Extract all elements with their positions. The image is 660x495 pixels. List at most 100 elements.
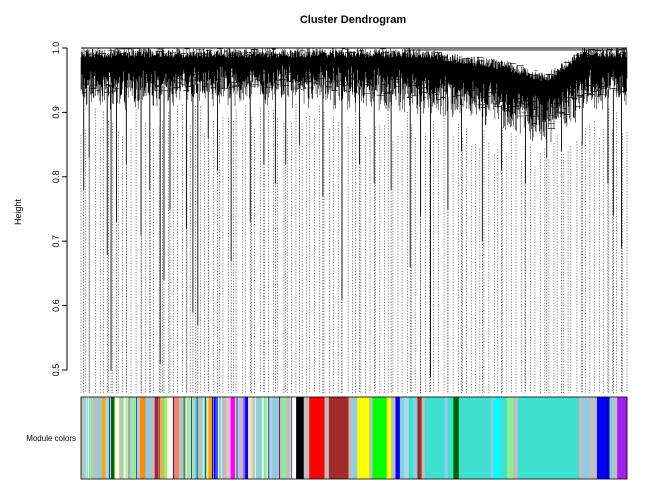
module-color-segment-15 bbox=[150, 397, 155, 479]
module-color-segment-81 bbox=[609, 397, 614, 479]
module-color-segment-11 bbox=[130, 397, 136, 479]
module-color-segment-71 bbox=[493, 397, 501, 479]
module-color-segment-50 bbox=[328, 397, 349, 479]
module-color-segment-63 bbox=[417, 397, 422, 479]
module-color-stripe-3 bbox=[262, 397, 263, 479]
module-color-segment-4 bbox=[97, 397, 102, 479]
module-color-segment-52 bbox=[352, 397, 358, 479]
module-color-segment-22 bbox=[183, 397, 190, 479]
module-color-stripe-34 bbox=[179, 397, 180, 479]
module-color-stripe-24 bbox=[196, 397, 198, 479]
module-color-segment-56 bbox=[386, 397, 392, 479]
module-color-segment-53 bbox=[357, 397, 370, 479]
y-axis: 0.5 0.6 0.7 0.8 0.9 1.0 bbox=[51, 42, 68, 377]
module-color-segment-72 bbox=[500, 397, 508, 479]
module-color-stripe-46 bbox=[193, 397, 194, 479]
module-color-segment-83 bbox=[617, 397, 628, 479]
module-color-stripe-49 bbox=[244, 397, 246, 479]
module-color-segment-18 bbox=[163, 397, 168, 479]
module-color-stripe-7 bbox=[288, 397, 289, 479]
module-color-stripe-22 bbox=[240, 397, 242, 479]
module-color-segment-21 bbox=[179, 397, 184, 479]
module-color-stripe-37 bbox=[294, 397, 296, 479]
module-color-segment-79 bbox=[596, 397, 606, 479]
module-color-stripe-32 bbox=[189, 397, 191, 479]
module-color-segment-45 bbox=[290, 397, 297, 479]
module-color-stripe-5 bbox=[130, 397, 131, 479]
module-color-bar bbox=[80, 396, 628, 480]
module-color-stripe-17 bbox=[202, 397, 204, 479]
module-color-segment-62 bbox=[412, 397, 418, 479]
module-color-stripe-48 bbox=[114, 397, 115, 479]
module-color-segment-36 bbox=[248, 397, 253, 479]
y-axis-label: Height bbox=[13, 198, 23, 225]
module-color-stripe-47 bbox=[279, 397, 280, 479]
module-color-segment-28 bbox=[212, 397, 218, 479]
module-color-stripe-31 bbox=[204, 397, 206, 479]
module-color-segment-65 bbox=[424, 397, 445, 479]
module-color-stripe-10 bbox=[86, 397, 88, 479]
module-color-segment-1 bbox=[85, 397, 90, 479]
module-color-stripe-59 bbox=[136, 397, 138, 479]
module-color-segment-75 bbox=[517, 397, 580, 479]
module-color-segment-35 bbox=[243, 397, 249, 479]
dendrogram-dotted-leaves bbox=[80, 103, 628, 393]
module-color-stripe-40 bbox=[84, 397, 85, 479]
module-color-segment-24 bbox=[194, 397, 199, 479]
module-color-stripe-15 bbox=[122, 397, 124, 479]
module-color-segment-47 bbox=[303, 397, 310, 479]
module-color-stripe-36 bbox=[120, 397, 122, 479]
module-color-stripe-27 bbox=[223, 397, 225, 479]
module-color-stripe-41 bbox=[291, 397, 293, 479]
module-color-segment-82 bbox=[613, 397, 618, 479]
module-color-stripe-26 bbox=[126, 397, 128, 479]
module-color-segment-13 bbox=[139, 397, 146, 479]
dendrogram-leaf-branches bbox=[80, 48, 628, 143]
module-color-segment-27 bbox=[207, 397, 213, 479]
module-color-stripe-52 bbox=[138, 397, 140, 479]
module-color-stripe-19 bbox=[96, 397, 98, 479]
module-color-segment-51 bbox=[348, 397, 354, 479]
module-color-segment-68 bbox=[453, 397, 460, 479]
module-color-segment-73 bbox=[506, 397, 514, 479]
module-color-segment-20 bbox=[172, 397, 180, 479]
module-color-segment-7 bbox=[111, 397, 116, 479]
module-color-bar-frame bbox=[80, 396, 628, 480]
module-color-segment-25 bbox=[198, 397, 203, 479]
module-color-segment-29 bbox=[217, 397, 223, 479]
module-color-segment-54 bbox=[369, 397, 373, 479]
module-color-segment-16 bbox=[154, 397, 161, 479]
module-color-segment-69 bbox=[458, 397, 491, 479]
module-color-segment-78 bbox=[588, 397, 598, 479]
y-tick-label-1: 0.6 bbox=[51, 299, 61, 312]
y-tick-label-0: 0.5 bbox=[51, 364, 61, 377]
module-color-segment-48 bbox=[309, 397, 325, 479]
module-color-stripe-55 bbox=[207, 397, 209, 479]
module-color-stripe-11 bbox=[107, 397, 109, 479]
module-color-stripe-38 bbox=[160, 397, 161, 479]
module-color-segment-8 bbox=[114, 397, 120, 479]
module-color-segment-46 bbox=[296, 397, 304, 479]
module-color-stripe-53 bbox=[221, 397, 222, 479]
module-color-segment-64 bbox=[421, 397, 426, 479]
module-color-segment-74 bbox=[513, 397, 518, 479]
module-color-stripe-8 bbox=[236, 397, 238, 479]
module-color-stripe-56 bbox=[204, 397, 206, 479]
module-color-segment-70 bbox=[490, 397, 494, 479]
module-color-stripe-50 bbox=[266, 397, 268, 479]
module-color-stripe-6 bbox=[191, 397, 192, 479]
module-color-segment-41 bbox=[272, 397, 278, 479]
module-color-segment-60 bbox=[404, 397, 409, 479]
module-color-segment-76 bbox=[578, 397, 584, 479]
module-color-segment-32 bbox=[230, 397, 236, 479]
module-color-stripe-43 bbox=[254, 397, 255, 479]
module-color-stripe-13 bbox=[213, 397, 214, 479]
module-color-stripe-28 bbox=[98, 397, 100, 479]
module-color-stripe-42 bbox=[126, 397, 128, 479]
module-color-segment-23 bbox=[189, 397, 195, 479]
module-color-segment-43 bbox=[281, 397, 287, 479]
module-color-segment-5 bbox=[101, 397, 106, 479]
chart-title: Cluster Dendrogram bbox=[300, 14, 407, 26]
module-color-segment-40 bbox=[266, 397, 273, 479]
module-color-segment-12 bbox=[135, 397, 141, 479]
